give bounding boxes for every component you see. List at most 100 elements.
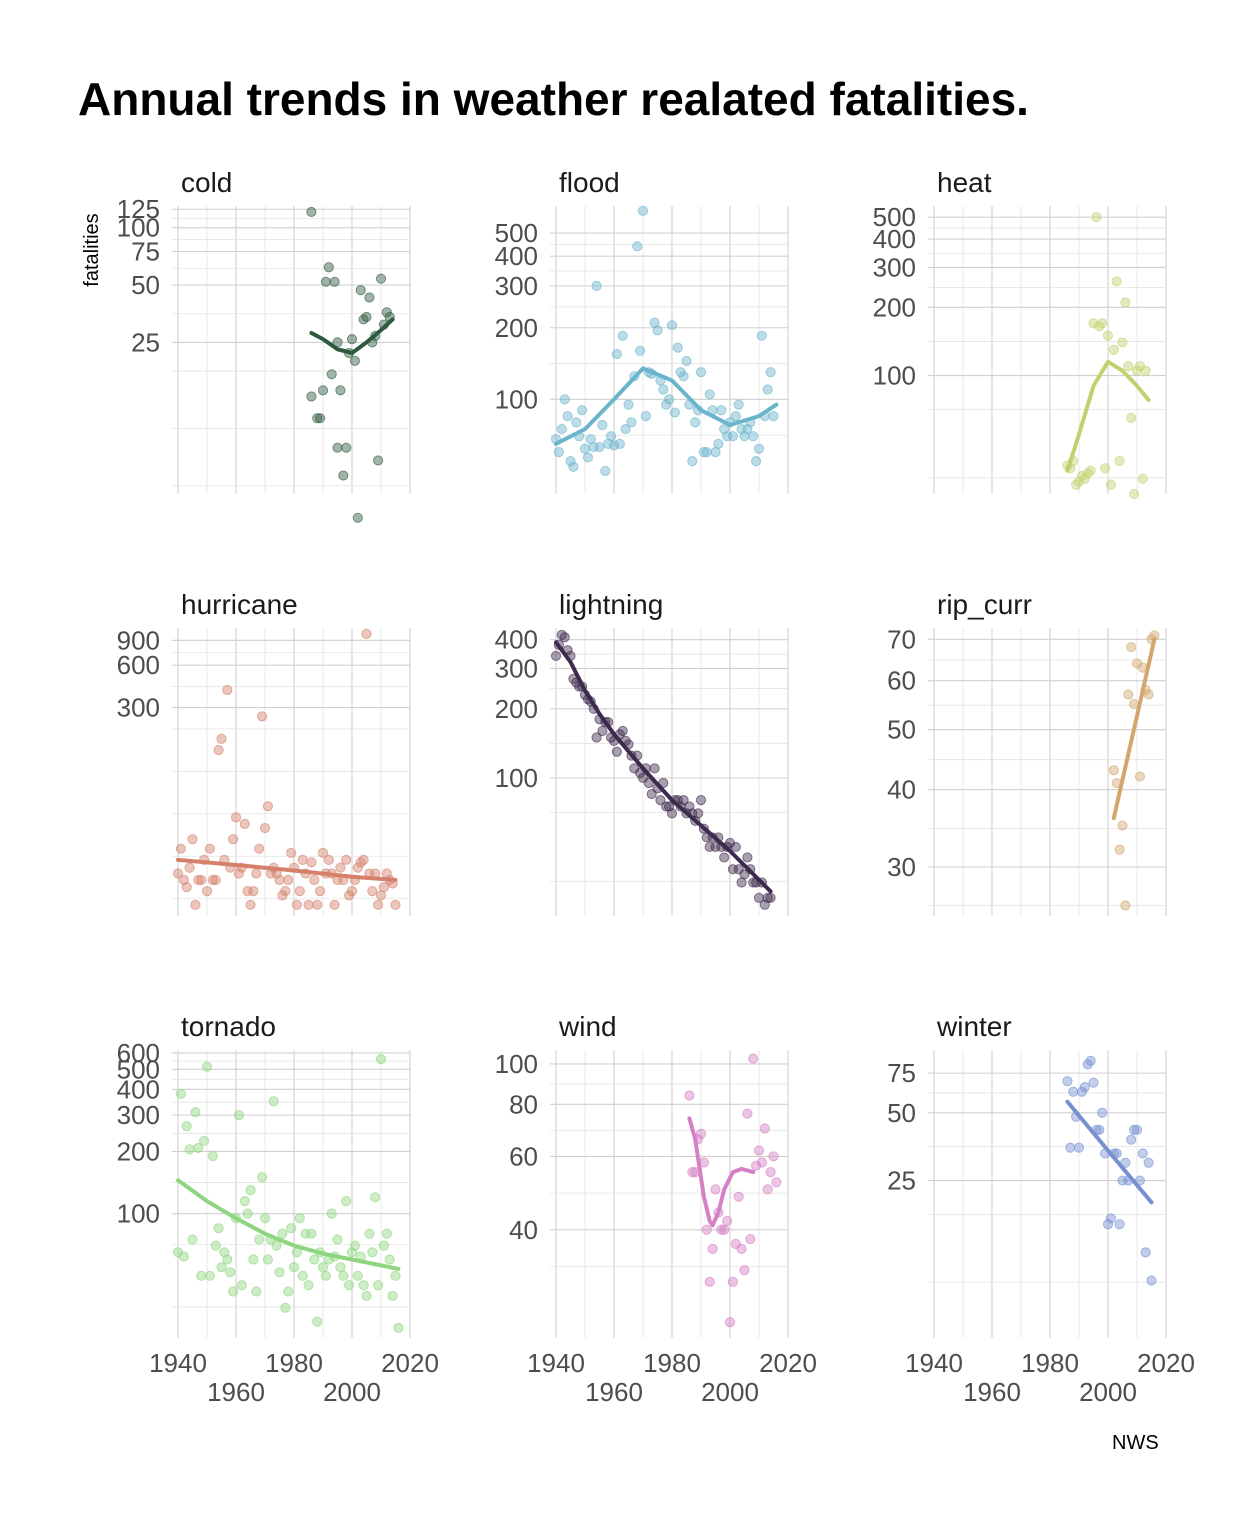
x-tick-label: 1940 (527, 1348, 585, 1378)
data-point (1102, 1219, 1114, 1230)
data-point (687, 1167, 698, 1178)
y-tick-label: 100 (495, 763, 538, 793)
data-point (1120, 297, 1131, 308)
data-point (349, 1240, 360, 1251)
data-point (695, 1128, 707, 1139)
data-point (181, 882, 192, 893)
data-point (315, 413, 326, 424)
data-point (326, 369, 337, 380)
data-point (239, 1196, 250, 1207)
data-point (286, 1223, 297, 1234)
data-point (210, 1240, 221, 1251)
data-point (320, 276, 331, 287)
data-point (193, 874, 204, 886)
data-point (1076, 470, 1088, 482)
x-tick-label: 1980 (1021, 1348, 1079, 1378)
data-point (1114, 455, 1125, 466)
x-tick-label: 1940 (905, 1348, 963, 1378)
data-point (201, 1061, 213, 1072)
data-point (184, 1144, 195, 1155)
y-tick-label: 100 (495, 384, 538, 414)
data-point (1117, 820, 1128, 831)
data-point (338, 470, 349, 481)
data-point (274, 874, 285, 886)
data-point (225, 1267, 236, 1278)
x-tick-label: 2000 (323, 1377, 381, 1407)
data-point (1137, 473, 1148, 484)
y-tick-label: 600 (117, 650, 160, 680)
x-tick-label: 2000 (701, 1377, 759, 1407)
data-point (1071, 479, 1082, 490)
data-point (335, 385, 346, 396)
data-point (1100, 463, 1111, 474)
data-point (373, 1280, 384, 1291)
data-point (312, 413, 323, 424)
data-point (553, 447, 565, 458)
data-point (632, 241, 643, 252)
y-tick-label: 500 (117, 1054, 160, 1084)
y-tick-label: 500 (495, 218, 538, 248)
y-tick-label: 900 (117, 625, 160, 655)
data-point (1091, 212, 1102, 223)
data-point (617, 725, 628, 737)
data-point (1079, 1082, 1090, 1093)
data-point (248, 1254, 259, 1265)
data-point (242, 886, 253, 897)
data-point (251, 868, 262, 879)
data-point (649, 317, 660, 328)
data-point (678, 371, 689, 382)
y-tick-label: 75 (131, 237, 160, 267)
data-point (623, 399, 634, 410)
data-point (1146, 1275, 1157, 1286)
source-caption: NWS (1112, 1432, 1159, 1454)
data-point (329, 899, 340, 910)
data-point (693, 808, 704, 819)
data-point (178, 1251, 189, 1262)
data-point (1140, 365, 1151, 376)
data-point (216, 1262, 227, 1273)
data-point (690, 417, 701, 428)
data-point (1117, 1175, 1128, 1186)
data-point (254, 1234, 265, 1245)
data-point (1143, 689, 1154, 700)
data-point (611, 746, 623, 757)
y-tick-label: 50 (887, 715, 916, 745)
data-point (603, 438, 614, 449)
trend-line (554, 366, 779, 446)
data-point (652, 325, 663, 336)
data-point (291, 899, 302, 910)
data-point (346, 886, 358, 897)
y-tick-label: 400 (495, 241, 538, 271)
data-point (640, 411, 652, 422)
data-point (707, 1243, 718, 1254)
data-point (323, 262, 334, 273)
data-point (378, 882, 389, 893)
y-tick-label: 300 (117, 693, 160, 723)
data-point (559, 632, 570, 643)
data-point (207, 1150, 218, 1162)
data-point (1085, 465, 1096, 476)
data-point (550, 650, 562, 662)
data-point (753, 443, 765, 454)
data-point (341, 442, 352, 453)
y-tick-label: 100 (873, 361, 916, 391)
data-point (175, 843, 186, 854)
data-point (635, 345, 646, 356)
data-point (710, 1184, 721, 1195)
data-point (1073, 476, 1085, 487)
data-point (361, 311, 372, 323)
x-tick-label: 1940 (149, 1348, 207, 1378)
data-point (332, 442, 343, 453)
data-point (736, 1243, 747, 1254)
data-point (559, 394, 570, 405)
data-point (1088, 1077, 1099, 1088)
facet-label: lightning (559, 589, 663, 620)
data-point (626, 417, 637, 428)
data-point (306, 391, 317, 402)
data-point (222, 684, 233, 696)
data-point (762, 384, 773, 395)
data-point (1120, 900, 1131, 911)
data-point (701, 1224, 712, 1235)
